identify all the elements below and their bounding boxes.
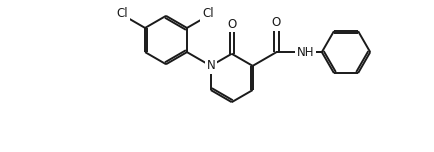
Text: Cl: Cl	[202, 7, 214, 20]
Text: N: N	[207, 59, 215, 72]
Text: NH: NH	[296, 46, 314, 59]
Text: O: O	[227, 18, 237, 31]
Text: O: O	[272, 16, 281, 29]
Text: Cl: Cl	[116, 7, 128, 20]
